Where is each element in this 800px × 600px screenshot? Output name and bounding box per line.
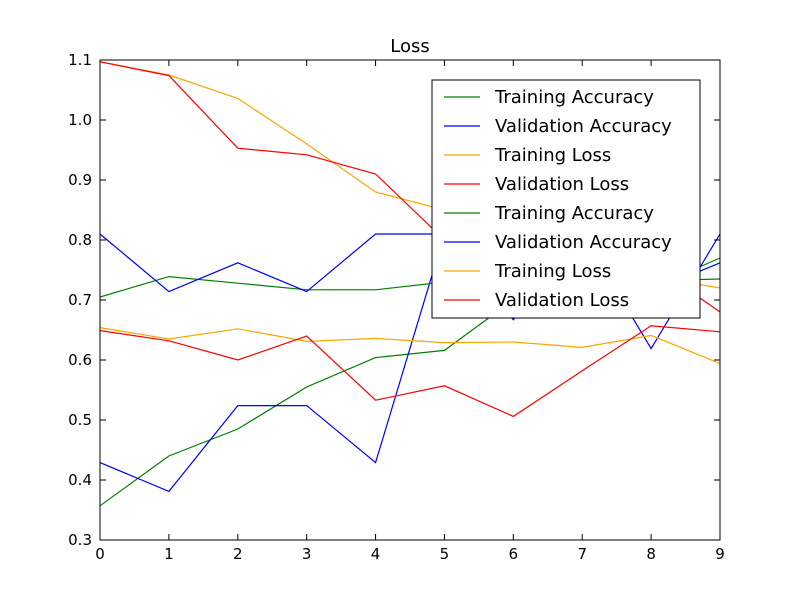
y-tick-label: 0.8 <box>68 231 92 249</box>
legend-label: Training Accuracy <box>494 87 654 108</box>
x-tick-label: 5 <box>440 545 450 563</box>
axes-ticks: 0 1 2 3 4 5 6 7 8 9 0.3 0.4 0.5 0.6 0.7 0.8 0.9 1.0 1.1 <box>68 51 725 563</box>
legend-label: Validation Accuracy <box>495 232 672 253</box>
legend: Training Accuracy Validation Accuracy Trai… <box>431 79 701 319</box>
legend-label: Training Loss <box>494 261 611 282</box>
series-line-8 <box>99 325 721 418</box>
y-tick-label: 0.6 <box>68 351 92 369</box>
x-tick-label: 6 <box>509 545 519 563</box>
y-tick-label: 1.1 <box>68 51 92 69</box>
y-tick-label: 1.0 <box>68 111 92 129</box>
x-tick-label: 9 <box>715 545 725 563</box>
legend-box <box>431 79 701 319</box>
x-tick-label: 1 <box>164 545 174 563</box>
x-tick-label: 7 <box>577 545 587 563</box>
series-line-7 <box>99 327 721 365</box>
x-tick-label: 4 <box>371 545 381 563</box>
y-tick-label: 0.9 <box>68 171 92 189</box>
y-tick-label: 0.4 <box>68 471 92 489</box>
x-tick-label: 2 <box>233 545 243 563</box>
x-tick-label: 8 <box>646 545 656 563</box>
x-tick-label: 0 <box>95 545 105 563</box>
legend-label: Validation Loss <box>495 290 629 311</box>
legend-label: Training Loss <box>494 145 611 166</box>
y-tick-label: 0.7 <box>68 291 92 309</box>
legend-label: Validation Accuracy <box>495 116 672 137</box>
plot-frame <box>99 59 721 541</box>
legend-label: Training Accuracy <box>494 203 654 224</box>
y-tick-label: 0.3 <box>68 531 92 549</box>
x-tick-label: 3 <box>302 545 312 563</box>
y-tick-label: 0.5 <box>68 411 92 429</box>
chart-title: Loss <box>390 36 429 57</box>
legend-label: Validation Loss <box>495 174 629 195</box>
